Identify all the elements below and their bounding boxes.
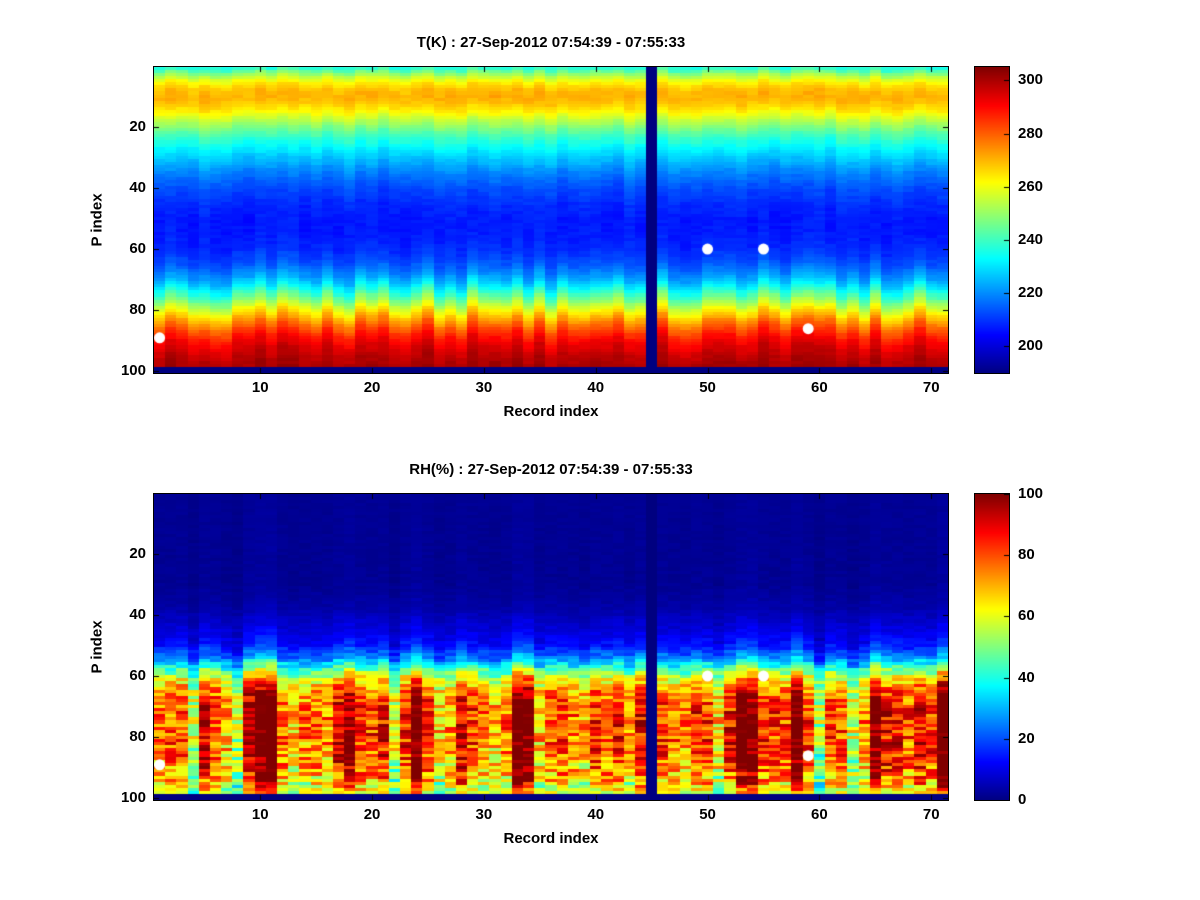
y-tick-label: 20 xyxy=(129,117,146,135)
y-tick-label: 60 xyxy=(129,667,146,685)
x-tick-label: 10 xyxy=(251,379,269,396)
x-tick-label: 10 xyxy=(251,806,269,823)
colorbar-tick-label: 240 xyxy=(1018,230,1044,248)
colorbar-tick-label: 260 xyxy=(1018,177,1044,195)
x-tick-label: 20 xyxy=(363,379,381,396)
x-tick-label: 40 xyxy=(587,806,605,823)
y-tick-label: 80 xyxy=(129,728,146,746)
colorbar-tick-label: 100 xyxy=(1018,485,1044,502)
humidity-plot-title: RH(%) : 27-Sep-2012 07:54:39 - 07:55:33 xyxy=(409,461,693,478)
humidity-plot: RH(%) : 27-Sep-2012 07:54:39 - 07:55:33 … xyxy=(0,427,1200,900)
y-tick-label: 40 xyxy=(129,178,146,196)
colorbar-tick-label: 0 xyxy=(1018,791,1027,808)
temperature-x-axis-label: Record index xyxy=(503,403,599,420)
y-tick-label: 100 xyxy=(120,789,146,807)
x-tick-label: 50 xyxy=(699,379,716,396)
x-tick-label: 20 xyxy=(363,806,381,823)
x-tick-label: 70 xyxy=(922,379,940,396)
x-tick-label: 40 xyxy=(587,379,605,396)
humidity-colorbar xyxy=(974,493,1010,801)
colorbar-tick-label: 200 xyxy=(1018,337,1044,355)
colorbar-tick-label: 20 xyxy=(1018,729,1035,747)
x-tick-label: 60 xyxy=(811,379,828,396)
temperature-colorbar xyxy=(974,66,1010,374)
x-tick-label: 30 xyxy=(475,806,493,823)
temperature-plot: T(K) : 27-Sep-2012 07:54:39 - 07:55:33 P… xyxy=(0,0,1200,427)
colorbar-tick-label: 220 xyxy=(1018,284,1044,302)
y-tick-label: 20 xyxy=(129,544,146,562)
y-tick-label: 100 xyxy=(120,362,146,380)
y-tick-label: 80 xyxy=(129,301,146,319)
x-tick-label: 70 xyxy=(922,806,940,823)
y-tick-label: 40 xyxy=(129,605,146,623)
temperature-heatmap xyxy=(153,66,949,374)
colorbar-tick-label: 300 xyxy=(1018,71,1044,89)
colorbar-tick-label: 280 xyxy=(1018,124,1044,142)
humidity-x-axis-label: Record index xyxy=(503,830,599,847)
temperature-tick-labels: 10 20 30 40 50 60 70 20 40 60 80 100 200 220 240 260 280… xyxy=(0,0,1200,427)
temperature-plot-title: T(K) : 27-Sep-2012 07:54:39 - 07:55:33 xyxy=(416,34,686,51)
humidity-heatmap xyxy=(153,493,949,801)
colorbar-tick-label: 80 xyxy=(1018,546,1035,564)
x-tick-label: 60 xyxy=(811,806,828,823)
colorbar-tick-label: 60 xyxy=(1018,607,1035,625)
x-tick-label: 30 xyxy=(475,379,493,396)
x-tick-label: 50 xyxy=(699,806,716,823)
humidity-tick-labels: 10 20 30 40 50 60 70 20 40 60 80 100 0 20 40 60 80 100 xyxy=(0,427,1200,900)
colorbar-tick-label: 40 xyxy=(1018,668,1035,686)
y-tick-label: 60 xyxy=(129,240,146,258)
